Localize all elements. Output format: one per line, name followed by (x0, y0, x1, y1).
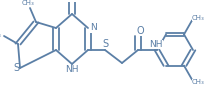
Text: CH₃: CH₃ (192, 79, 204, 84)
Text: O: O (136, 26, 144, 36)
Text: CH₃: CH₃ (22, 0, 34, 6)
Text: S: S (102, 39, 108, 49)
Text: N: N (90, 23, 96, 32)
Text: CH₃: CH₃ (0, 32, 1, 38)
Text: S: S (13, 62, 19, 73)
Text: O: O (68, 0, 76, 2)
Text: CH₃: CH₃ (192, 16, 204, 21)
Text: NH: NH (65, 65, 79, 74)
Text: NH: NH (149, 40, 163, 49)
